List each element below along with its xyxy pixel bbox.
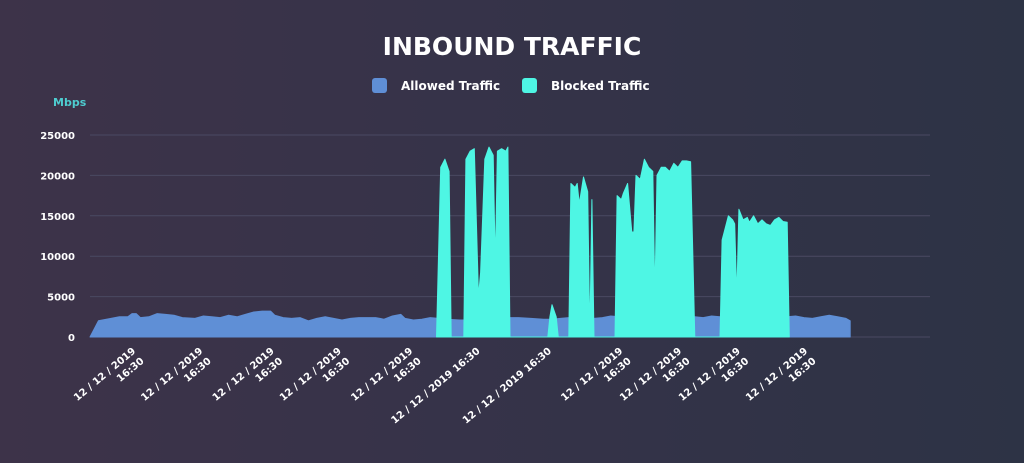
y-tick-label: 20000: [40, 171, 75, 182]
legend-swatch-blocked: [522, 78, 537, 93]
legend-item-blocked[interactable]: Blocked Traffic: [522, 78, 650, 93]
legend: Allowed Traffic Blocked Traffic: [372, 78, 650, 93]
y-tick-label: 15000: [40, 212, 75, 223]
y-axis-unit-label: Mbps: [53, 96, 87, 109]
legend-item-allowed[interactable]: Allowed Traffic: [372, 78, 500, 93]
y-axis-ticks: 0 5000 10000 15000 20000 25000: [40, 131, 75, 344]
legend-label-allowed: Allowed Traffic: [401, 79, 500, 93]
y-tick-label: 25000: [40, 131, 75, 142]
series-areas: [89, 146, 851, 338]
y-tick-label: 10000: [40, 252, 75, 263]
legend-label-blocked: Blocked Traffic: [551, 79, 650, 93]
legend-swatch-allowed: [372, 78, 387, 93]
y-tick-label: 5000: [47, 293, 75, 304]
chart-title: INBOUND TRAFFIC: [383, 32, 642, 61]
series-area-blocked[interactable]: [436, 146, 790, 338]
y-tick-label: 0: [68, 333, 75, 344]
